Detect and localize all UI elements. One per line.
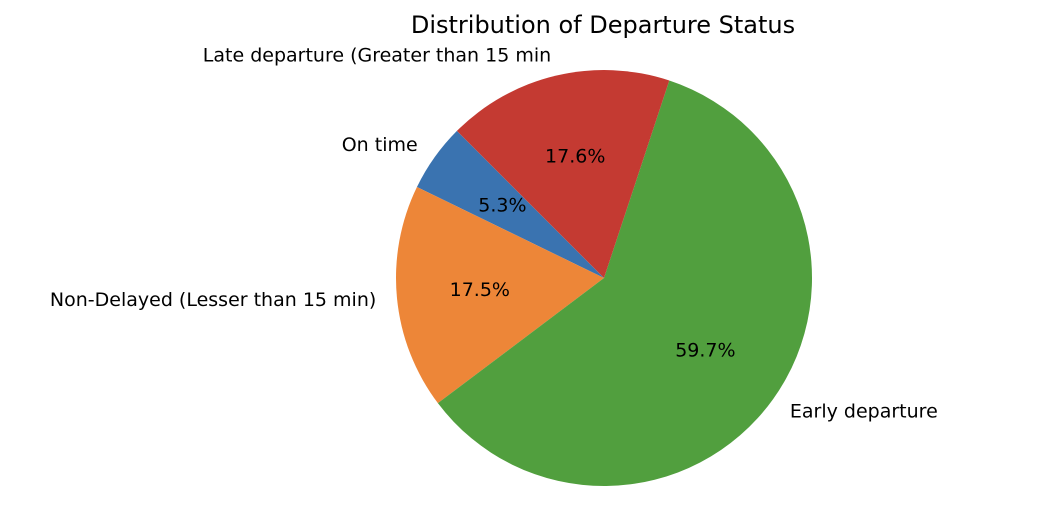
chart-title: Distribution of Departure Status: [411, 11, 795, 39]
slice-label-3: Late departure (Greater than 15 min: [203, 44, 551, 66]
pct-label-0: 5.3%: [478, 195, 526, 217]
slice-label-2: Early departure: [790, 400, 938, 422]
slice-label-0: On time: [342, 134, 418, 156]
pct-label-3: 17.6%: [545, 146, 605, 168]
slice-labels: On time Non-Delayed (Lesser than 15 min) E…: [50, 44, 938, 422]
pct-label-1: 17.5%: [450, 279, 510, 301]
slice-label-1: Non-Delayed (Lesser than 15 min): [50, 289, 376, 311]
pie-slice-0: [416, 130, 604, 278]
pie-slices: [395, 70, 813, 487]
percentage-labels: 5.3% 17.5% 59.7% 17.6%: [450, 146, 736, 362]
pie-slice-2: [437, 80, 813, 487]
pct-label-2: 59.7%: [675, 340, 735, 362]
pie-slice-1: [395, 187, 604, 404]
pie-slice-3: [456, 70, 670, 278]
